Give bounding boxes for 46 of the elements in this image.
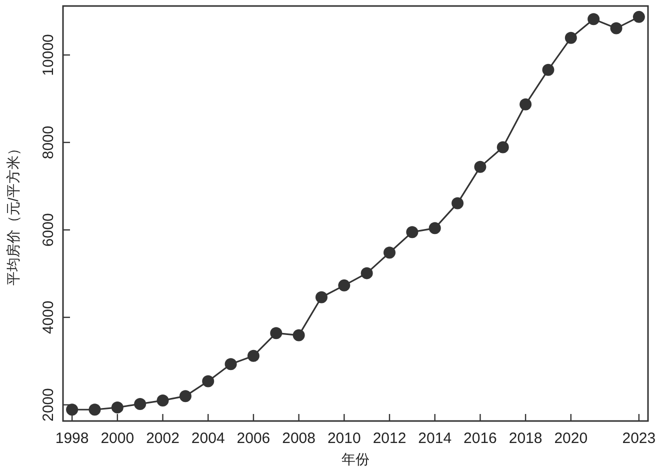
point: [542, 64, 554, 76]
x-tick-label: 2008: [282, 430, 316, 447]
point: [66, 404, 78, 416]
x-tick-label: 2020: [554, 430, 588, 447]
point: [588, 13, 600, 26]
point: [224, 358, 237, 370]
point: [564, 32, 577, 44]
x-tick-label: 2010: [327, 430, 361, 447]
point: [315, 291, 328, 304]
y-tick-label: 2000: [40, 388, 57, 422]
point: [610, 22, 622, 34]
point: [632, 10, 645, 23]
x-tick-label: 2023: [622, 430, 656, 447]
point: [247, 350, 260, 362]
y-tick-label: 4000: [40, 300, 57, 334]
x-tick-label: 2012: [372, 430, 406, 447]
point: [496, 141, 509, 154]
x-tick-label: 2000: [100, 430, 134, 447]
point: [406, 226, 418, 238]
point: [111, 401, 124, 414]
y-tick-label: 10000: [40, 34, 57, 76]
x-axis-title: 年份: [342, 451, 370, 467]
point: [338, 279, 350, 292]
x-tick-label: 1998: [55, 430, 89, 447]
y-tick-label: 6000: [40, 213, 57, 247]
y-tick-label: 8000: [40, 126, 57, 160]
x-tick-label: 2004: [191, 430, 225, 447]
point: [156, 394, 169, 406]
point: [270, 327, 282, 340]
point: [452, 197, 464, 210]
point: [360, 267, 373, 280]
x-tick-label: 2018: [508, 430, 542, 447]
x-tick-label: 2016: [464, 430, 497, 447]
point: [384, 246, 396, 259]
point: [88, 404, 101, 416]
point: [134, 398, 146, 410]
x-tick-label: 2002: [146, 430, 180, 447]
point: [292, 329, 305, 342]
point: [474, 160, 486, 173]
x-tick-label: 2006: [236, 430, 270, 447]
point: [202, 375, 214, 388]
point: [179, 390, 192, 402]
x-tick-label: 2014: [418, 430, 452, 447]
point: [428, 222, 441, 234]
y-axis-title: 平均房价（元/平方米）: [5, 142, 21, 286]
point: [520, 98, 532, 110]
